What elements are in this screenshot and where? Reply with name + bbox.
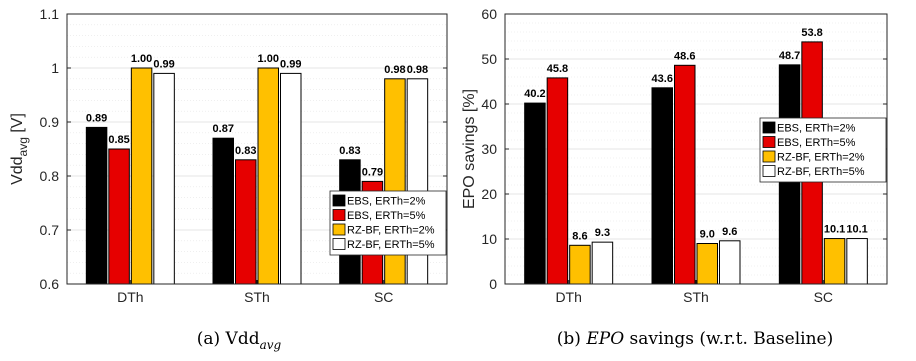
chart-2: 40.2 45.8 8.6 9.3 DTh 43.648.6 9.0 9.6 STh 48.753… xyxy=(461,6,888,349)
legend-label: EBS, ERTh=2% xyxy=(777,123,856,135)
legend-label: RZ-BF, ERTh=2% xyxy=(777,152,865,164)
data-label: 0.99 xyxy=(153,58,174,70)
data-label: 1.00 xyxy=(258,53,279,65)
x-tick-label: STh xyxy=(683,289,709,305)
data-label: 0.89 xyxy=(86,112,107,124)
y-tick-label: 50 xyxy=(481,51,497,67)
data-label: 0.98 xyxy=(407,64,428,76)
bar xyxy=(212,137,234,285)
bar xyxy=(651,87,673,285)
caption-suffix: savings (w.r.t. Baseline) xyxy=(624,329,833,349)
legend-label: RZ-BF, ERTh=2% xyxy=(347,225,435,237)
legend-label: RZ-BF, ERTh=5% xyxy=(347,239,435,251)
x-tick-label: SC xyxy=(814,289,833,305)
axes-box xyxy=(66,13,448,285)
bar xyxy=(846,238,868,285)
y-tick-label: 0.6 xyxy=(40,276,60,292)
legend-label: RZ-BF, ERTh=5% xyxy=(777,166,865,178)
data-label: 48.7 xyxy=(779,50,800,62)
caption-italic: EPO xyxy=(585,329,624,349)
bar xyxy=(524,102,546,285)
bar xyxy=(130,67,153,285)
data-label: 53.8 xyxy=(801,27,822,39)
data-label: 0.87 xyxy=(213,123,234,135)
bar xyxy=(235,159,257,285)
caption-sub: avg xyxy=(260,338,282,352)
data-label: 0.83 xyxy=(339,145,360,157)
data-label: 0.79 xyxy=(362,166,383,178)
bar xyxy=(823,238,846,285)
bar xyxy=(696,243,718,285)
y-axis-label-sub: avg xyxy=(16,137,30,156)
y-tick-label: 1.1 xyxy=(40,6,60,22)
legend-label: EBS, ERTh=5% xyxy=(777,137,856,149)
data-label: 48.6 xyxy=(674,50,695,62)
caption: (a) Vddavg xyxy=(197,329,282,352)
y-tick-label: 0.7 xyxy=(40,222,60,238)
legend-label: EBS, ERTh=5% xyxy=(347,210,426,222)
legend: EBS, ERTh=2% EBS, ERTh=5% RZ-BF, ERTh=2% RZ… xyxy=(329,190,447,256)
x-tick-label: STh xyxy=(244,289,270,305)
legend-swatch xyxy=(762,150,776,163)
legend-swatch xyxy=(332,194,346,207)
legend-label: EBS, ERTh=2% xyxy=(347,196,426,208)
bar xyxy=(591,241,614,285)
bar xyxy=(108,148,130,285)
y-tick-label: 0.9 xyxy=(40,114,60,130)
bar xyxy=(719,240,741,285)
data-label: 0.85 xyxy=(108,134,129,146)
bar xyxy=(674,64,696,285)
bar xyxy=(569,244,591,285)
bar xyxy=(546,77,569,285)
legend-swatch xyxy=(332,209,346,221)
y-tick-label: 0.8 xyxy=(40,168,60,184)
y-tick-label: 10 xyxy=(481,231,497,247)
legend: EBS, ERTh=2% EBS, ERTh=5% RZ-BF, ERTh=2% RZ… xyxy=(759,117,887,183)
data-label: 0.98 xyxy=(384,64,405,76)
legend-swatch xyxy=(332,223,346,236)
legend-swatch xyxy=(762,121,776,134)
data-label: 9.6 xyxy=(722,226,737,238)
x-tick-label: SC xyxy=(374,289,393,305)
legend-swatch xyxy=(762,136,776,148)
y-axis-label-main: Vdd xyxy=(9,156,26,184)
legend-box xyxy=(759,117,887,183)
bar xyxy=(85,126,108,285)
data-label: 10.1 xyxy=(846,224,867,236)
bar xyxy=(280,72,302,285)
bar xyxy=(257,67,279,285)
y-tick-label: 40 xyxy=(481,96,497,112)
y-tick-label: 60 xyxy=(481,6,497,22)
data-label: 9.0 xyxy=(700,229,715,241)
data-label: 0.99 xyxy=(280,58,301,70)
y-tick-label: 20 xyxy=(481,186,497,202)
caption-prefix: (a) Vdd xyxy=(197,329,260,349)
y-tick-label: 30 xyxy=(481,141,497,157)
x-tick-label: DTh xyxy=(117,289,143,305)
y-tick-label: 1 xyxy=(51,60,59,76)
legend-box xyxy=(329,190,447,256)
y-axis-label: EPO savings [%] xyxy=(461,89,478,209)
data-label: 0.83 xyxy=(235,145,256,157)
data-label: 43.6 xyxy=(652,73,673,85)
caption-prefix: (b) xyxy=(557,329,587,349)
bar xyxy=(153,72,175,285)
data-label: 40.2 xyxy=(524,88,545,100)
y-axis-label: Vddavg [V] xyxy=(9,113,30,185)
y-tick-label: 0 xyxy=(489,276,497,292)
y-axis-label-unit: [V] xyxy=(9,113,26,137)
legend-swatch xyxy=(762,165,776,177)
data-label: 1.00 xyxy=(131,53,152,65)
data-label: 8.6 xyxy=(572,230,587,242)
data-label: 9.3 xyxy=(595,227,610,239)
legend-swatch xyxy=(332,238,346,250)
x-tick-label: DTh xyxy=(555,289,581,305)
data-label: 10.1 xyxy=(824,224,845,236)
y-axis-label-main: EPO savings [%] xyxy=(461,89,478,209)
data-label: 45.8 xyxy=(547,63,568,75)
caption: (b) EPO savings (w.r.t. Baseline) xyxy=(557,329,833,349)
